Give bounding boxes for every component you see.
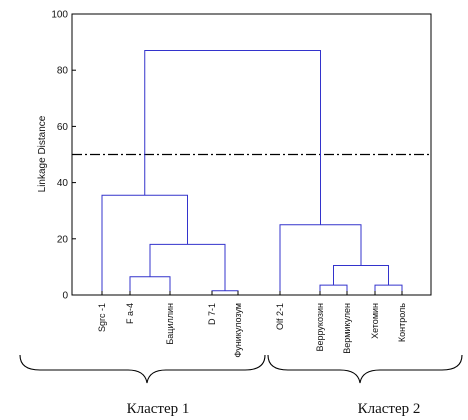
cluster-1-brace — [19, 354, 266, 384]
leaf-label: Olf 2-1 — [275, 303, 285, 330]
dendrogram-link-8 — [279, 224, 362, 295]
dendrogram-link-5 — [319, 284, 348, 295]
leaf-label: Sgrc -1 — [97, 303, 107, 332]
y-tick-label: 80 — [57, 66, 69, 77]
dendrogram-link-7 — [333, 264, 389, 286]
leaf-label: Контроль — [397, 303, 407, 342]
dendrogram-link-9 — [144, 50, 321, 225]
y-tick-label: 40 — [57, 178, 69, 189]
leaf-ticks — [101, 291, 403, 295]
y-tick-label: 60 — [57, 122, 69, 133]
dendrogram-link-4 — [101, 194, 188, 295]
dendrogram-link-2 — [211, 290, 239, 295]
leaf-label: D 7-1 — [207, 303, 217, 325]
leaf-label: Веррукозин — [315, 303, 325, 352]
plot-frame — [71, 13, 432, 296]
cluster-2-label: Кластер 2 — [358, 401, 421, 417]
y-tick-label: 20 — [57, 234, 69, 245]
leaf-label: Бациллин — [165, 303, 175, 345]
dendrogram-link-6 — [374, 284, 403, 295]
cluster-2-brace — [267, 354, 463, 384]
leaf-label: Фуникулозум — [233, 303, 243, 358]
leaf-labels: Sgrc -1 F a-4 Бациллин D 7-1 Фуникулозум Olf … — [97, 303, 407, 358]
dendrogram-links — [101, 50, 403, 295]
y-axis: 0 20 40 60 80 100 — [51, 10, 76, 302]
leaf-label: Хетомин — [370, 303, 380, 339]
leaf-label: Вермикулен — [342, 303, 352, 354]
y-tick-label: 0 — [62, 291, 68, 302]
dendrogram-link-1 — [129, 276, 171, 295]
y-axis-title: Linkage Distance — [37, 115, 48, 192]
dendrogram-link-3 — [149, 243, 226, 291]
cluster-1-label: Кластер 1 — [127, 401, 190, 417]
leaf-label: F a-4 — [125, 303, 135, 324]
y-tick-label: 100 — [51, 10, 68, 21]
